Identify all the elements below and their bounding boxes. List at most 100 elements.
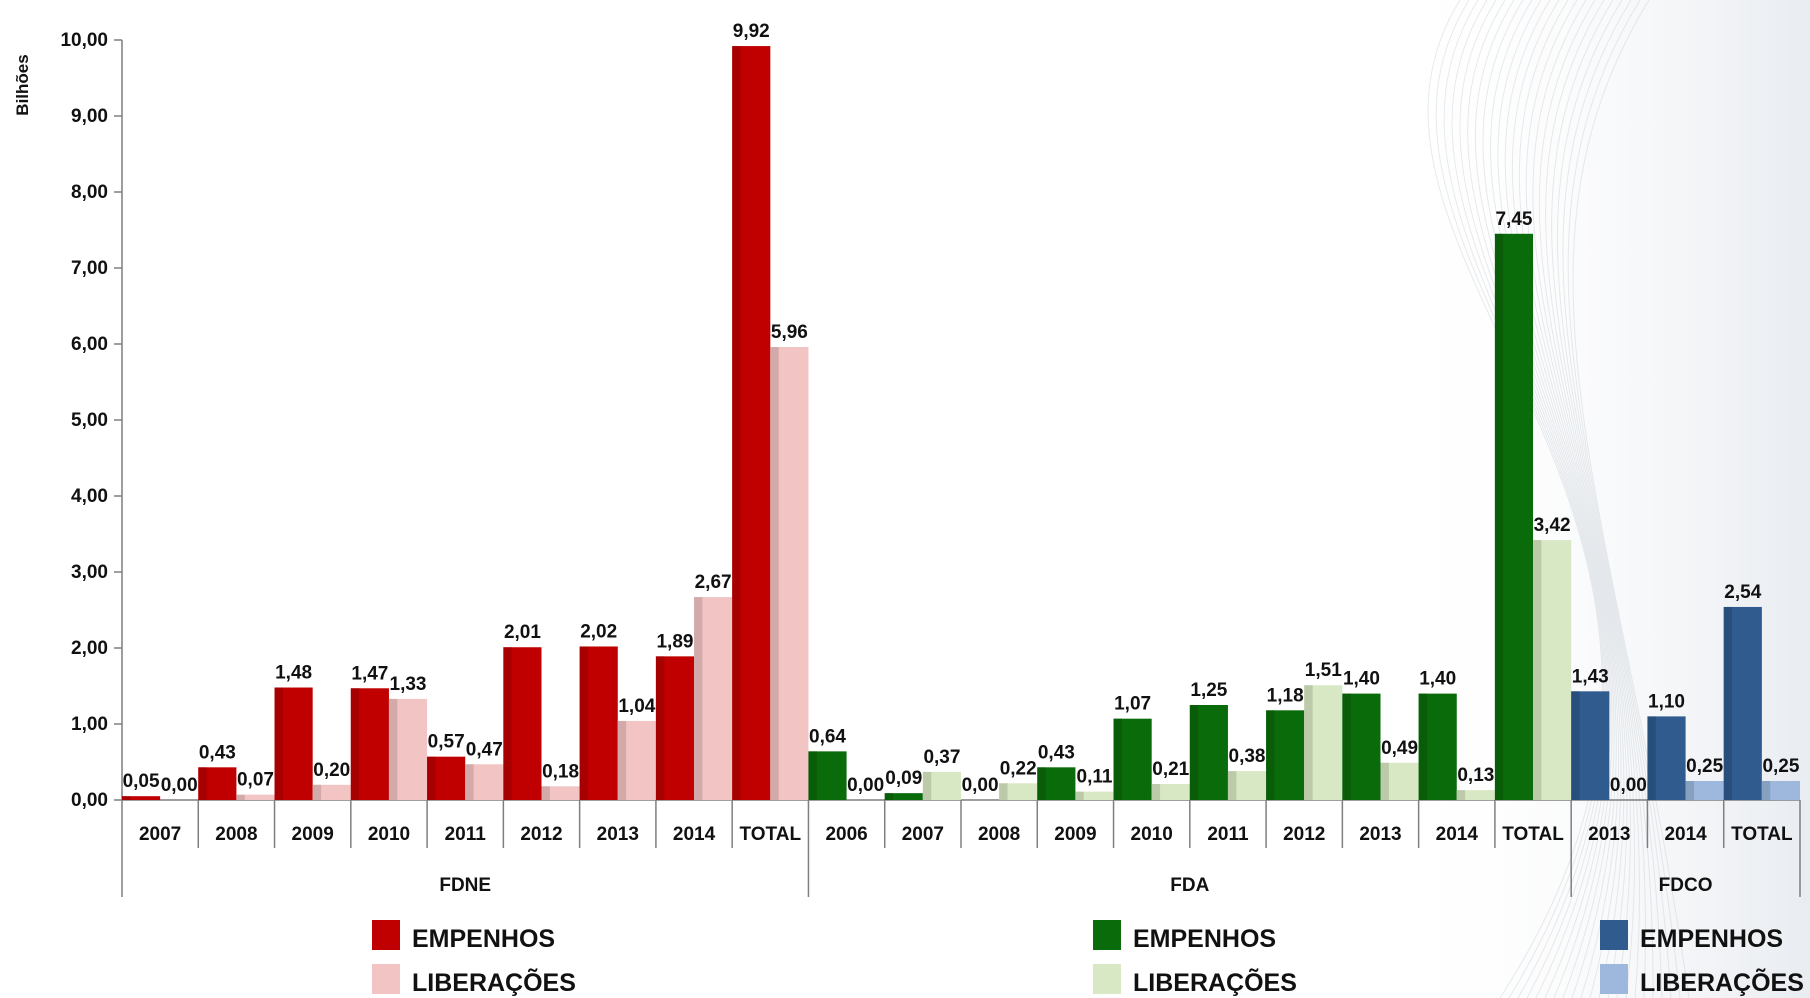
data-label: 1,07 xyxy=(1114,694,1151,715)
background-swoosh xyxy=(1380,0,1810,998)
bar-shade xyxy=(1304,685,1313,800)
bar-shade xyxy=(122,796,131,800)
bar-fda-liberacoes-2008 xyxy=(999,783,1038,800)
legend-label: EMPENHOS xyxy=(1640,925,1783,953)
group-label: FDA xyxy=(1170,875,1209,896)
data-labels: 0,05 0,000,430,071,480,201,471,330,57 0,47… xyxy=(123,21,1800,796)
bar-shade xyxy=(1075,791,1084,800)
bar-shade xyxy=(1227,771,1237,800)
x-tick-label: 2007 xyxy=(902,824,944,845)
y-tick-label: 4,00 xyxy=(71,486,108,507)
x-tick-label: 2009 xyxy=(292,824,334,845)
legend-label: LIBERAÇÕES xyxy=(412,967,576,997)
x-tick-label: 2011 xyxy=(445,824,487,845)
bar-shade xyxy=(312,784,322,800)
bar-shade xyxy=(655,656,665,800)
data-label: 2,02 xyxy=(580,621,617,642)
group-label: FDNE xyxy=(439,875,491,896)
x-tick-label: 2014 xyxy=(1436,824,1479,845)
y-tick-label: 1,00 xyxy=(71,714,108,735)
bar-shade xyxy=(1761,781,1771,800)
data-label: 1,48 xyxy=(275,663,312,684)
data-label: 0,22 xyxy=(1000,758,1037,779)
data-label: 0,38 xyxy=(1229,746,1266,767)
y-axis-label: Bilhões xyxy=(13,54,32,115)
data-label: 0,37 xyxy=(923,747,960,768)
data-label: 1,10 xyxy=(1648,691,1685,712)
data-label: 0,64 xyxy=(809,726,846,747)
bar-shade xyxy=(732,46,741,800)
bar-shade xyxy=(884,793,894,800)
data-label: 1,40 xyxy=(1419,669,1456,690)
bar-shade xyxy=(922,771,932,800)
data-label: 7,45 xyxy=(1495,209,1532,230)
x-tick-label: TOTAL xyxy=(1731,824,1793,845)
y-tick-label: 0,00 xyxy=(71,790,108,811)
y-tick-label: 2,00 xyxy=(71,638,108,659)
data-label: 1,51 xyxy=(1305,660,1342,681)
x-tick-label: 2007 xyxy=(139,824,181,845)
bar-shade xyxy=(1342,693,1351,800)
bar-shade xyxy=(694,597,703,800)
bar-shade xyxy=(1571,691,1580,800)
x-tick-label: 2013 xyxy=(1359,824,1401,845)
bar-fdco-liberacoes-2014 xyxy=(1685,781,1724,800)
x-tick-label: 2013 xyxy=(597,824,639,845)
bar-shade xyxy=(274,687,283,800)
data-label: 0,00 xyxy=(847,775,884,796)
bar-shade xyxy=(541,786,550,800)
x-tick-label: 2013 xyxy=(1588,824,1630,845)
data-label: 1,25 xyxy=(1190,680,1227,701)
data-label: 2,54 xyxy=(1724,582,1761,603)
x-tick-label: 2010 xyxy=(368,824,410,845)
bar-shade xyxy=(1456,790,1466,800)
data-label: 0,25 xyxy=(1686,756,1723,777)
x-tick-label: 2010 xyxy=(1131,824,1173,845)
x-tick-label: 2011 xyxy=(1207,824,1249,845)
data-label: 0,00 xyxy=(962,775,999,796)
data-label: 1,33 xyxy=(390,674,427,695)
bar-shade xyxy=(1647,716,1656,800)
data-label: 0,18 xyxy=(542,761,579,782)
data-label: 0,09 xyxy=(885,768,922,789)
y-tick-label: 9,00 xyxy=(71,106,108,127)
legend: EMPENHOS LIBERAÇÕES EMPENHOS LIBERAÇÕES EMPE… xyxy=(372,920,1804,997)
bar-shade xyxy=(198,767,207,800)
x-tick-label: 2006 xyxy=(825,824,867,845)
bar-shade xyxy=(1533,540,1542,800)
data-label: 0,05 xyxy=(123,771,160,792)
bar-shade xyxy=(503,647,512,800)
x-tick-label: 2008 xyxy=(978,824,1020,845)
bar-shade xyxy=(770,347,779,800)
bar-fda-empenhos-2007 xyxy=(884,793,923,800)
bar-fda-liberacoes-2014 xyxy=(1456,790,1495,800)
y-tick-label: 10,00 xyxy=(60,30,108,51)
bar-fdne-empenhos-2007 xyxy=(122,796,161,800)
data-label: 0,21 xyxy=(1152,759,1189,780)
bar-shade xyxy=(617,720,627,800)
y-tick-label: 6,00 xyxy=(71,334,108,355)
bar-shade xyxy=(1380,762,1389,800)
bar-shade xyxy=(465,764,474,800)
legend-swatch xyxy=(1600,964,1628,994)
data-label: 5,96 xyxy=(771,322,808,343)
data-label: 1,40 xyxy=(1343,669,1380,690)
data-label: 1,04 xyxy=(618,696,655,717)
legend-label: EMPENHOS xyxy=(412,925,555,953)
y-tick-label: 3,00 xyxy=(71,562,108,583)
bar-shade xyxy=(1685,781,1694,800)
legend-swatch xyxy=(1093,920,1121,950)
data-label: 0,20 xyxy=(313,760,350,781)
bar-shade xyxy=(427,756,436,800)
bar-shade xyxy=(1723,606,1733,800)
data-label: 0,11 xyxy=(1077,767,1113,788)
background-fade xyxy=(1380,0,1810,998)
x-tick-label: 2012 xyxy=(520,824,562,845)
data-label: 2,01 xyxy=(504,622,541,643)
x-tick-label: TOTAL xyxy=(1502,824,1564,845)
x-tick-label: 2009 xyxy=(1054,824,1096,845)
bar-fdne-liberacoes-2008 xyxy=(236,794,275,800)
bar-shade xyxy=(350,688,360,800)
data-label: 0,13 xyxy=(1457,765,1494,786)
